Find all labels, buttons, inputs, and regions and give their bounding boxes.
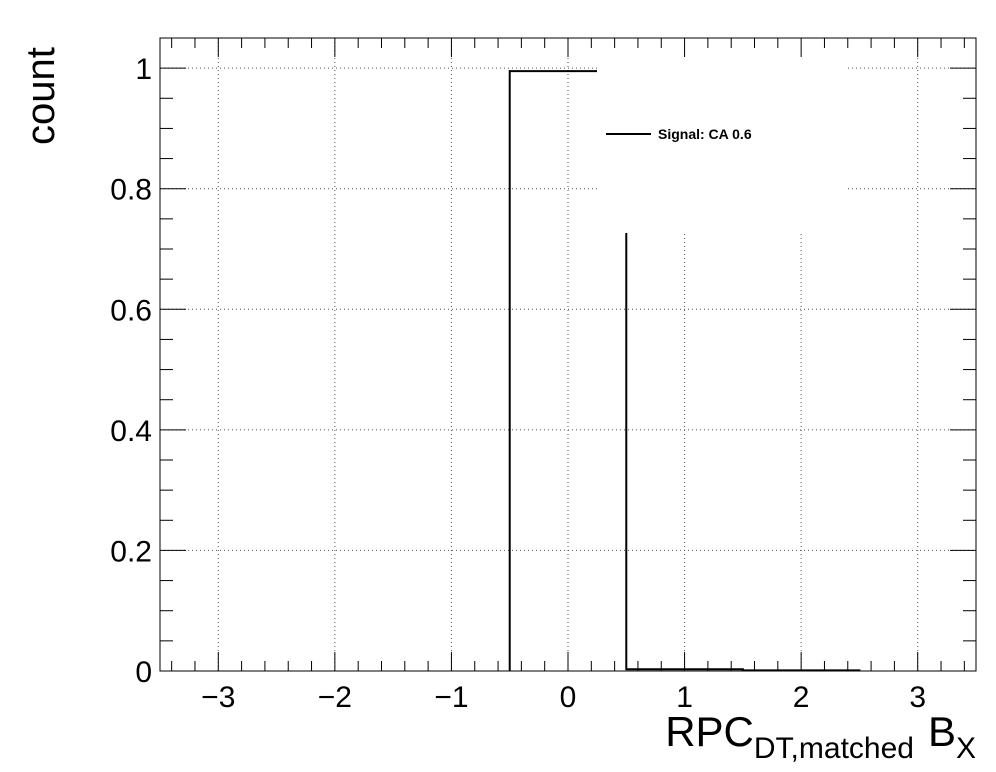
legend-entry-label: Signal: CA 0.6 [658,126,752,142]
x-axis-title-tail-subscript: X [956,732,976,765]
x-tick-label: −3 [201,681,235,714]
x-axis-title-tail: B [928,708,956,755]
x-tick-label: 0 [560,681,577,714]
x-tick-labels: −3 −2 −1 0 1 2 3 [201,681,926,714]
x-tick-label: −1 [434,681,468,714]
y-tick-label: 0 [135,656,152,689]
y-axis-title: count [19,47,63,145]
y-tick-label: 0.8 [110,174,152,207]
x-tick-label: 3 [909,681,926,714]
y-tick-label: 0.6 [110,294,152,327]
y-tick-label: 0.4 [110,415,152,448]
x-tick-label: −2 [318,681,352,714]
x-tick-label: 2 [793,681,810,714]
y-tick-label: 0.2 [110,535,152,568]
x-axis-title-main: RPC [665,708,754,755]
legend-box [597,38,845,233]
x-axis-title: RPCDT,matched BX [665,708,976,765]
grid-lines [160,38,976,672]
y-tick-labels: 0 0.2 0.4 0.6 0.8 1 [110,53,152,689]
x-axis-title-subscript: DT,matched [754,732,914,765]
axis-ticks [160,37,976,672]
x-tick-label: 1 [676,681,693,714]
y-tick-label: 1 [135,53,152,86]
